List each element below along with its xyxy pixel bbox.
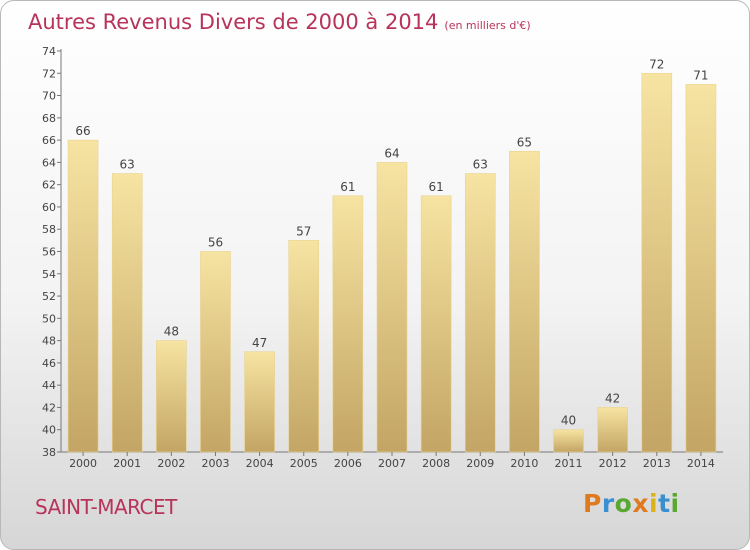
bar <box>597 407 628 453</box>
bar <box>420 195 452 453</box>
x-tick-label: 2012 <box>599 457 627 470</box>
bar-value-label: 40 <box>561 414 576 428</box>
bar <box>288 240 320 453</box>
bar-value-label: 64 <box>384 146 399 160</box>
y-tick-label: 52 <box>42 290 56 303</box>
bar-value-label: 65 <box>517 135 532 149</box>
bar-value-label: 57 <box>296 224 311 238</box>
bar <box>376 162 408 453</box>
bar <box>332 195 364 453</box>
x-tick-label: 2011 <box>555 457 583 470</box>
y-tick-label: 60 <box>42 201 56 214</box>
y-tick-label: 44 <box>42 379 56 392</box>
x-tick-label: 2009 <box>466 457 494 470</box>
chart-unit: (en milliers d'€) <box>444 19 531 32</box>
bar <box>156 340 187 453</box>
y-tick-label: 54 <box>42 268 56 281</box>
x-tick-label: 2005 <box>290 457 318 470</box>
bar <box>685 84 717 453</box>
bar <box>509 150 540 453</box>
bar <box>553 429 584 453</box>
proxiti-logo: Proxiti <box>583 489 680 518</box>
y-tick-label: 56 <box>42 246 56 259</box>
y-tick-label: 38 <box>42 446 56 459</box>
bar-value-label: 61 <box>340 180 355 194</box>
bar <box>67 139 99 453</box>
bar <box>641 72 673 453</box>
y-tick-label: 74 <box>42 45 56 58</box>
bar-value-label: 42 <box>605 391 620 405</box>
y-tick-label: 40 <box>42 424 56 437</box>
x-tick-label: 2007 <box>378 457 406 470</box>
bar-value-label: 48 <box>164 325 179 339</box>
place-name: SAINT-MARCET <box>35 495 177 519</box>
x-tick-label: 2010 <box>510 457 538 470</box>
bar <box>464 173 496 453</box>
x-tick-label: 2002 <box>157 457 185 470</box>
y-tick-label: 58 <box>42 223 56 236</box>
x-tick-label: 2013 <box>643 457 671 470</box>
y-tick-label: 48 <box>42 335 56 348</box>
x-tick-label: 2000 <box>69 457 97 470</box>
bar <box>111 173 143 453</box>
bar <box>244 351 275 453</box>
y-tick-label: 62 <box>42 179 56 192</box>
x-tick-label: 2004 <box>246 457 274 470</box>
y-tick-label: 42 <box>42 401 56 414</box>
chart-title: Autres Revenus Divers de 2000 à 2014 (en … <box>28 10 531 34</box>
bar-value-label: 72 <box>649 57 664 71</box>
x-tick-label: 2003 <box>201 457 229 470</box>
y-tick-label: 72 <box>42 67 56 80</box>
bar-value-label: 47 <box>252 336 267 350</box>
x-tick-label: 2001 <box>113 457 141 470</box>
bar-value-label: 66 <box>75 124 90 138</box>
bar <box>200 251 231 453</box>
bar-value-label: 63 <box>120 158 135 172</box>
y-tick-label: 64 <box>42 156 56 169</box>
bar-value-label: 63 <box>473 158 488 172</box>
y-tick-label: 46 <box>42 357 56 370</box>
bar-value-label: 56 <box>208 236 223 250</box>
y-tick-label: 50 <box>42 312 56 325</box>
y-tick-label: 66 <box>42 134 56 147</box>
chart-title-text: Autres Revenus Divers de 2000 à 2014 <box>28 10 439 34</box>
x-tick-label: 2006 <box>334 457 362 470</box>
x-tick-label: 2014 <box>687 457 715 470</box>
y-tick-label: 68 <box>42 112 56 125</box>
x-tick-label: 2008 <box>422 457 450 470</box>
y-tick-label: 70 <box>42 90 56 103</box>
bar-value-label: 71 <box>693 68 708 82</box>
bar-value-label: 61 <box>428 180 443 194</box>
